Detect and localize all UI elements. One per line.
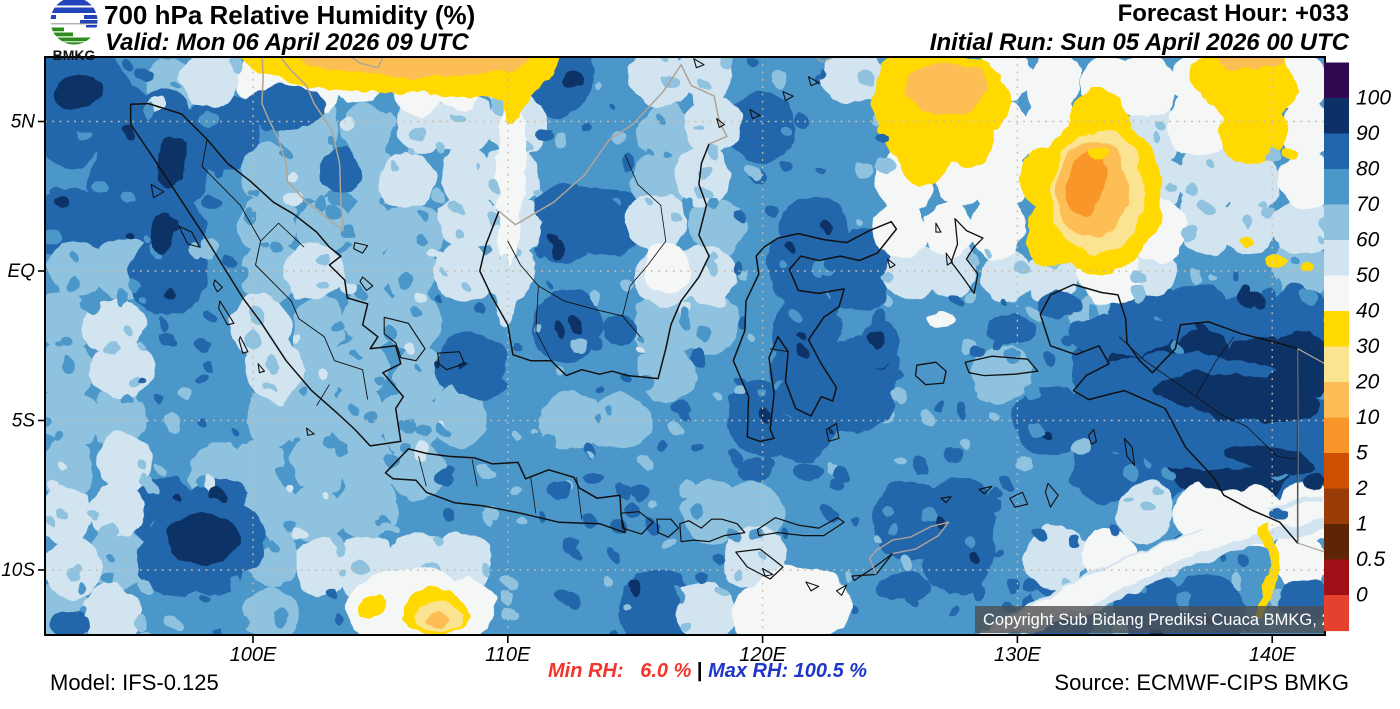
svg-text:10S: 10S	[1, 560, 35, 581]
svg-text:0.5: 0.5	[1356, 548, 1386, 571]
svg-text:5: 5	[1356, 442, 1368, 465]
svg-text:10: 10	[1356, 406, 1380, 429]
svg-text:2: 2	[1355, 477, 1368, 500]
svg-text:100: 100	[1356, 87, 1391, 110]
svg-text:80: 80	[1356, 158, 1380, 181]
svg-text:130E: 130E	[994, 644, 1041, 666]
svg-text:EQ: EQ	[8, 261, 36, 282]
svg-text:5N: 5N	[11, 112, 36, 133]
svg-text:40: 40	[1356, 300, 1380, 323]
svg-text:5S: 5S	[12, 411, 36, 432]
svg-text:70: 70	[1356, 193, 1380, 216]
svg-text:110E: 110E	[485, 644, 531, 666]
svg-text:0: 0	[1356, 584, 1368, 607]
svg-text:140E: 140E	[1249, 644, 1296, 666]
svg-text:90: 90	[1356, 122, 1380, 145]
svg-text:60: 60	[1356, 229, 1380, 252]
svg-text:1: 1	[1356, 513, 1368, 536]
svg-text:50: 50	[1356, 264, 1380, 287]
svg-text:100E: 100E	[230, 644, 277, 666]
svg-text:30: 30	[1356, 335, 1380, 358]
svg-text:Copyright Sub Bidang Prediksi: Copyright Sub Bidang Prediksi Cuaca BMKG…	[983, 611, 1358, 629]
svg-text:120E: 120E	[739, 644, 786, 666]
svg-text:BMKG: BMKG	[53, 47, 96, 62]
svg-text:20: 20	[1355, 371, 1380, 394]
